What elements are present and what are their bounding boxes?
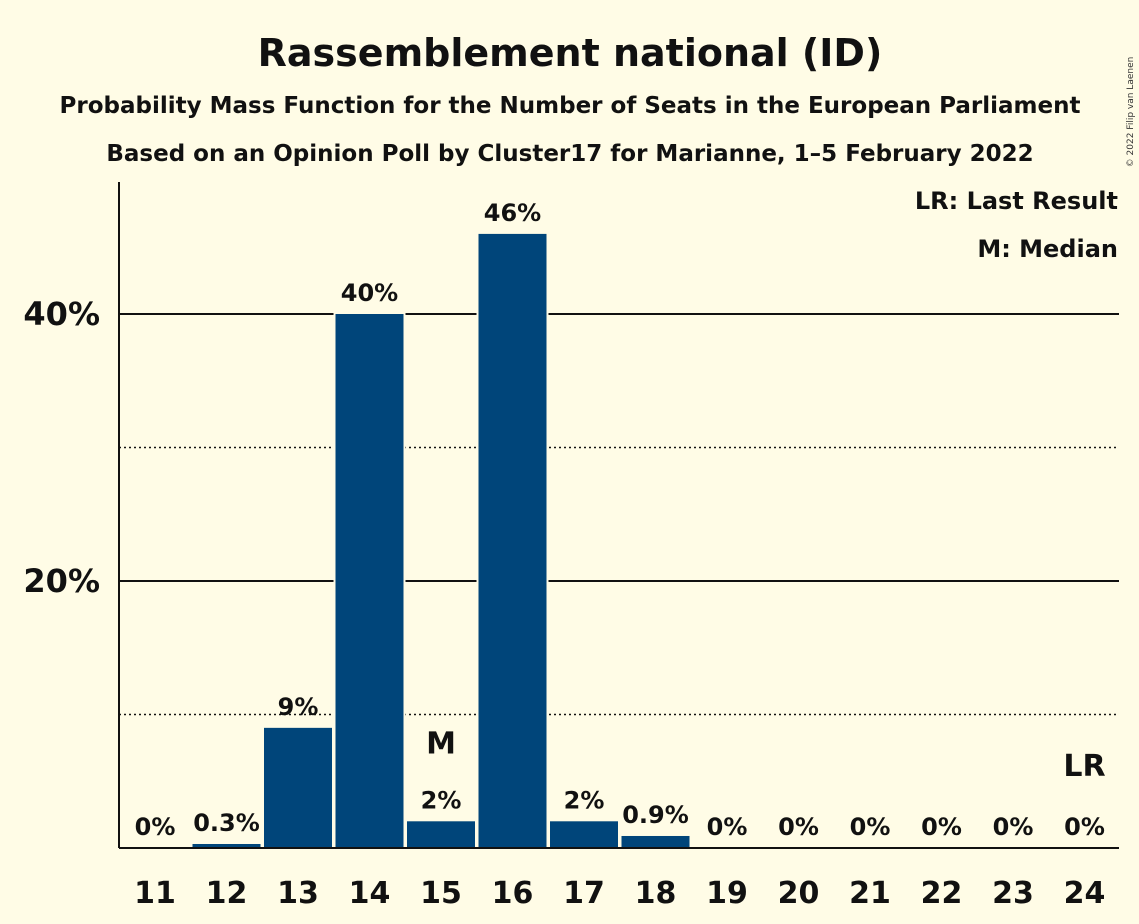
y-tick-labels: 20% 40%: [23, 295, 100, 600]
x-tick-18: 18: [635, 876, 677, 911]
x-tick-11: 11: [134, 876, 176, 911]
x-tick-16: 16: [492, 876, 534, 911]
legend-last-result: LR: Last Result: [915, 187, 1118, 215]
bar-16: [478, 233, 547, 848]
bar-14: [335, 314, 404, 848]
bar-18: [621, 835, 690, 848]
bars: [190, 231, 692, 848]
data-label-21: 0%: [850, 813, 891, 841]
data-label-11: 0%: [135, 813, 176, 841]
data-label-13: 9%: [278, 693, 319, 721]
x-tick-23: 23: [992, 876, 1034, 911]
x-tick-19: 19: [706, 876, 748, 911]
data-label-16: 46%: [484, 199, 541, 227]
last-result-marker: LR: [1063, 749, 1105, 784]
data-label-23: 0%: [993, 813, 1034, 841]
x-tick-13: 13: [277, 876, 319, 911]
x-tick-14: 14: [349, 876, 391, 911]
markers: M LR: [426, 726, 1106, 784]
data-label-19: 0%: [707, 813, 748, 841]
legend-median: M: Median: [977, 235, 1118, 263]
data-label-15: 2%: [421, 786, 462, 814]
x-tick-12: 12: [206, 876, 248, 911]
bar-17: [550, 821, 618, 848]
data-label-22: 0%: [921, 813, 962, 841]
data-label-17: 2%: [564, 786, 605, 814]
x-tick-24: 24: [1064, 876, 1106, 911]
gridlines: [119, 313, 1119, 716]
data-label-24: 0%: [1064, 813, 1105, 841]
data-label-18: 0.9%: [622, 801, 689, 829]
chart-subtitle: Probability Mass Function for the Number…: [60, 93, 1081, 119]
x-tick-17: 17: [563, 876, 605, 911]
chart-subtitle-poll: Based on an Opinion Poll by Cluster17 fo…: [106, 141, 1033, 167]
y-tick-label: 40%: [23, 295, 100, 333]
x-tick-20: 20: [778, 876, 820, 911]
x-tick-22: 22: [921, 876, 963, 911]
bar-15: [407, 821, 475, 848]
data-label-14: 40%: [341, 279, 398, 307]
x-tick-15: 15: [420, 876, 462, 911]
copyright-note: © 2022 Filip van Laenen: [1126, 57, 1136, 168]
median-marker: M: [426, 726, 456, 761]
bar-13: [264, 727, 332, 848]
data-label-20: 0%: [778, 813, 819, 841]
x-tick-21: 21: [849, 876, 891, 911]
data-label-12: 0.3%: [193, 809, 260, 837]
bar-12: [192, 843, 261, 848]
y-tick-label: 20%: [23, 562, 100, 600]
data-labels: 0% 0.3% 9% 40% 2% 46% 2% 0.9% 0% 0% 0% 0% 0% 0%: [135, 199, 1105, 841]
x-tick-labels: 11 12 13 14 15 16 17 18 19 20 21 22 23 24: [134, 876, 1105, 911]
chart-title: Rassemblement national (ID): [258, 31, 883, 75]
